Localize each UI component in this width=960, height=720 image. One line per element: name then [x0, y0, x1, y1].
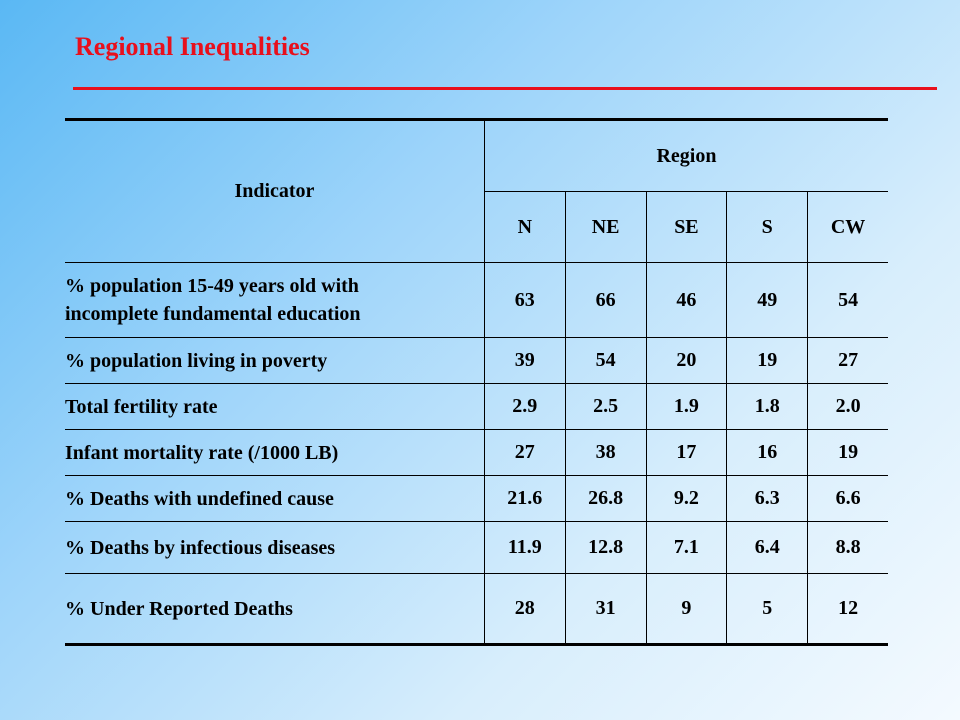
cell-value: 7.1	[645, 521, 728, 574]
cell-value: 19	[807, 429, 888, 476]
cell-value: 9.2	[645, 475, 728, 522]
regional-inequalities-table: Indicator Region N NE SE S CW % populati…	[65, 118, 888, 646]
indicator-header: Indicator	[65, 118, 485, 263]
cell-value: 27	[483, 429, 566, 476]
cell-value: 46	[645, 262, 728, 338]
cell-value: 66	[564, 262, 647, 338]
cell-value: 38	[564, 429, 647, 476]
cell-value: 6.3	[726, 475, 809, 522]
table-row: Infant mortality rate (/1000 LB) 27 38 1…	[65, 429, 888, 476]
cell-value: 54	[807, 262, 888, 338]
cell-value: 31	[564, 573, 647, 646]
region-header: Region	[483, 118, 888, 192]
cell-value: 2.5	[564, 383, 647, 430]
cell-value: 54	[564, 337, 647, 384]
cell-value: 6.6	[807, 475, 888, 522]
table-row: % Under Reported Deaths 28 31 9 5 12	[65, 573, 888, 646]
cell-value: 19	[726, 337, 809, 384]
region-se-header: SE	[645, 191, 728, 263]
table-row: % population living in poverty 39 54 20 …	[65, 337, 888, 384]
cell-value: 2.0	[807, 383, 888, 430]
cell-value: 28	[483, 573, 566, 646]
cell-value: 2.9	[483, 383, 566, 430]
cell-value: 11.9	[483, 521, 566, 574]
title-divider	[73, 87, 937, 90]
table-row: Total fertility rate 2.9 2.5 1.9 1.8 2.0	[65, 383, 888, 430]
cell-value: 49	[726, 262, 809, 338]
region-n-header: N	[484, 191, 566, 263]
cell-value: 6.4	[726, 521, 809, 574]
cell-value: 9	[645, 573, 728, 646]
cell-value: 27	[807, 337, 888, 384]
cell-value: 21.6	[483, 475, 566, 522]
row-label: % population 15-49 years old with incompl…	[65, 262, 485, 338]
slide-title: Regional Inequalities	[75, 32, 310, 61]
cell-value: 8.8	[807, 521, 888, 574]
region-cw-header: CW	[807, 191, 888, 263]
cell-value: 39	[483, 337, 566, 384]
cell-value: 12	[807, 573, 888, 646]
cell-value: 63	[483, 262, 566, 338]
row-label: Total fertility rate	[65, 383, 485, 430]
table-row: % Deaths with undefined cause 21.6 26.8 …	[65, 475, 888, 522]
row-label-line: % population 15-49 years old with	[65, 275, 359, 297]
cell-value: 26.8	[564, 475, 647, 522]
cell-value: 5	[726, 573, 809, 646]
row-label: Infant mortality rate (/1000 LB)	[65, 429, 485, 476]
region-ne-header: NE	[564, 191, 647, 263]
header-row: Indicator Region	[65, 118, 888, 263]
row-label: % population living in poverty	[65, 337, 485, 384]
cell-value: 17	[645, 429, 728, 476]
table-row: % population 15-49 years old with incompl…	[65, 262, 888, 338]
cell-value: 16	[726, 429, 809, 476]
cell-value: 1.8	[726, 383, 809, 430]
row-label: % Deaths by infectious diseases	[65, 521, 485, 574]
cell-value: 12.8	[564, 521, 647, 574]
row-label: % Under Reported Deaths	[65, 573, 485, 646]
cell-value: 1.9	[645, 383, 728, 430]
row-label-line: incomplete fundamental education	[65, 303, 361, 325]
row-label: % Deaths with undefined cause	[65, 475, 485, 522]
table-row: % Deaths by infectious diseases 11.9 12.…	[65, 521, 888, 574]
cell-value: 20	[645, 337, 728, 384]
region-s-header: S	[726, 191, 809, 263]
